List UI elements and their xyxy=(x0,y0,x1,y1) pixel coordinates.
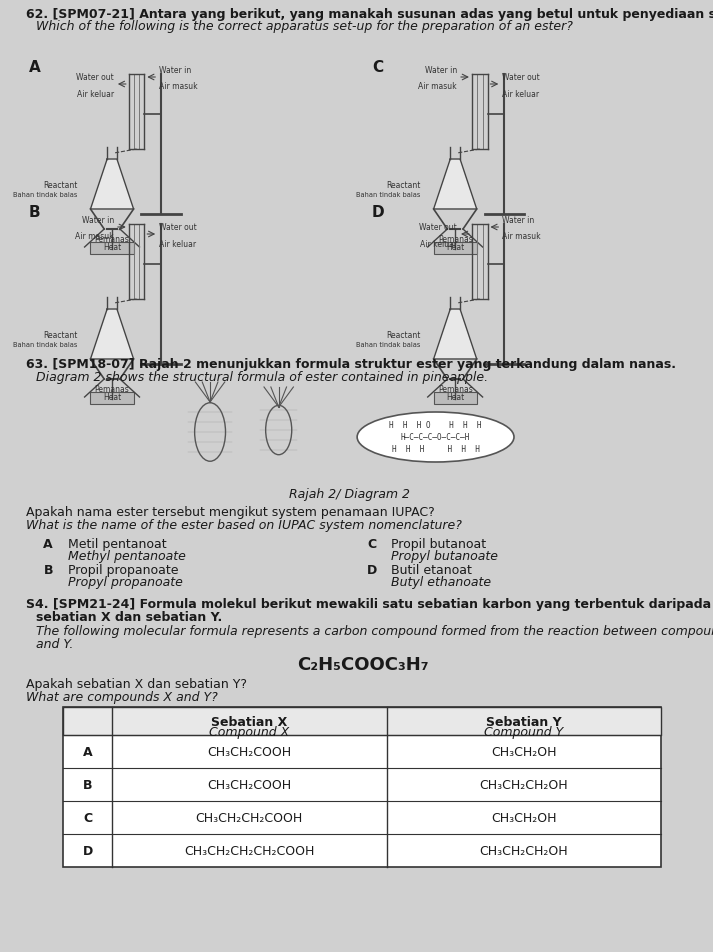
Bar xyxy=(63,707,661,735)
Text: Rajah 2/ Diagram 2: Rajah 2/ Diagram 2 xyxy=(289,487,409,501)
FancyBboxPatch shape xyxy=(63,707,661,867)
Text: Air masuk: Air masuk xyxy=(502,231,541,241)
Text: Propyl propanoate: Propyl propanoate xyxy=(68,575,183,588)
Text: Air masuk: Air masuk xyxy=(76,231,114,241)
Text: Compound Y: Compound Y xyxy=(484,725,563,738)
Text: Water out: Water out xyxy=(76,73,114,82)
Text: H  H  H O    H  H  H: H H H O H H H xyxy=(389,421,482,430)
Text: Water in: Water in xyxy=(82,216,114,225)
Text: Sebatian X: Sebatian X xyxy=(211,715,287,728)
Text: C: C xyxy=(83,811,92,824)
Text: Heat: Heat xyxy=(103,244,121,252)
Polygon shape xyxy=(91,160,133,209)
Text: Propil butanoat: Propil butanoat xyxy=(391,538,486,550)
Text: Diagram 2 shows the structural formula of ester contained in pineapple.: Diagram 2 shows the structural formula o… xyxy=(36,370,488,384)
Text: Reactant: Reactant xyxy=(386,330,421,339)
FancyBboxPatch shape xyxy=(434,243,477,255)
Text: What is the name of the ester based on IUPAC system nomenclature?: What is the name of the ester based on I… xyxy=(26,519,461,531)
Text: B: B xyxy=(83,778,92,791)
Text: Air keluar: Air keluar xyxy=(502,89,539,99)
Text: S4. [SPM21-24] Formula molekul berikut mewakili satu sebatian karbon yang terben: S4. [SPM21-24] Formula molekul berikut m… xyxy=(26,597,713,610)
Text: What are compounds X and Y?: What are compounds X and Y? xyxy=(26,690,217,704)
Text: Air keluar: Air keluar xyxy=(159,240,196,248)
Polygon shape xyxy=(434,309,477,360)
Text: D: D xyxy=(83,844,93,857)
Text: Heat: Heat xyxy=(446,244,464,252)
Text: B: B xyxy=(43,564,53,576)
FancyBboxPatch shape xyxy=(434,392,477,405)
Text: The following molecular formula represents a carbon compound formed from the rea: The following molecular formula represen… xyxy=(36,625,713,637)
Text: Air keluar: Air keluar xyxy=(77,89,114,99)
Text: D: D xyxy=(372,205,384,220)
Text: A: A xyxy=(43,538,53,550)
Text: A: A xyxy=(83,745,93,758)
Text: Pemanas: Pemanas xyxy=(438,235,473,245)
Text: sebatian X dan sebatian Y.: sebatian X dan sebatian Y. xyxy=(36,610,222,624)
Text: Sebatian Y: Sebatian Y xyxy=(486,715,562,728)
Text: Pemanas: Pemanas xyxy=(438,386,473,394)
Text: Bahan tindak balas: Bahan tindak balas xyxy=(356,342,421,347)
Text: Water in: Water in xyxy=(502,216,535,225)
Text: CH₃CH₂OH: CH₃CH₂OH xyxy=(491,745,557,758)
Text: CH₃CH₂COOH: CH₃CH₂COOH xyxy=(207,778,292,791)
Text: Water in: Water in xyxy=(425,66,457,75)
Text: Propyl butanoate: Propyl butanoate xyxy=(391,549,498,563)
Text: Water out: Water out xyxy=(502,73,540,82)
Text: Which of the following is the correct apparatus set-up for the preparation of an: Which of the following is the correct ap… xyxy=(36,20,573,33)
Text: Reactant: Reactant xyxy=(43,330,78,339)
Text: CH₃CH₂OH: CH₃CH₂OH xyxy=(491,811,557,824)
Text: CH₃CH₂COOH: CH₃CH₂COOH xyxy=(207,745,292,758)
Text: Bahan tindak balas: Bahan tindak balas xyxy=(14,191,78,198)
Text: H─C─C─C─O─C─C─H: H─C─C─C─O─C─C─H xyxy=(401,433,471,442)
Text: Water in: Water in xyxy=(159,66,191,75)
Text: CH₃CH₂CH₂COOH: CH₃CH₂CH₂COOH xyxy=(195,811,303,824)
Text: Methyl pentanoate: Methyl pentanoate xyxy=(68,549,186,563)
Text: Reactant: Reactant xyxy=(386,180,421,189)
Text: Air keluar: Air keluar xyxy=(420,240,457,248)
Text: Propil propanoate: Propil propanoate xyxy=(68,564,178,576)
Text: Butil etanoat: Butil etanoat xyxy=(391,564,472,576)
Text: Water out: Water out xyxy=(159,223,197,231)
Text: Pemanas: Pemanas xyxy=(95,235,130,245)
Text: Air masuk: Air masuk xyxy=(159,82,198,90)
Text: CH₃CH₂CH₂OH: CH₃CH₂CH₂OH xyxy=(479,778,568,791)
Polygon shape xyxy=(91,309,133,360)
Text: Bahan tindak balas: Bahan tindak balas xyxy=(356,191,421,198)
FancyBboxPatch shape xyxy=(91,243,133,255)
Text: Bahan tindak balas: Bahan tindak balas xyxy=(14,342,78,347)
FancyBboxPatch shape xyxy=(91,392,133,405)
Text: Apakah sebatian X dan sebatian Y?: Apakah sebatian X dan sebatian Y? xyxy=(26,677,247,690)
Text: CH₃CH₂CH₂OH: CH₃CH₂CH₂OH xyxy=(479,844,568,857)
Text: Apakah nama ester tersebut mengikut system penamaan IUPAC?: Apakah nama ester tersebut mengikut syst… xyxy=(26,506,434,519)
Text: C: C xyxy=(367,538,376,550)
Text: A: A xyxy=(29,60,41,75)
Text: D: D xyxy=(367,564,377,576)
Text: CH₃CH₂CH₂CH₂COOH: CH₃CH₂CH₂CH₂COOH xyxy=(184,844,314,857)
Text: 62. [SPM07-21] Antara yang berikut, yang manakah susunan adas yang betul untuk p: 62. [SPM07-21] Antara yang berikut, yang… xyxy=(26,8,713,21)
Text: H  H  H     H  H  H: H H H H H H xyxy=(391,445,480,454)
Text: Pemanas: Pemanas xyxy=(95,386,130,394)
Text: B: B xyxy=(29,205,41,220)
Text: 63. [SPM18-07] Rajah 2 menunjukkan formula struktur ester yang terkandung dalam : 63. [SPM18-07] Rajah 2 menunjukkan formu… xyxy=(26,358,676,370)
Text: Metil pentanoat: Metil pentanoat xyxy=(68,538,167,550)
Polygon shape xyxy=(434,160,477,209)
Text: C: C xyxy=(372,60,383,75)
Text: C₂H₅COOC₃H₇: C₂H₅COOC₃H₇ xyxy=(297,655,429,673)
Text: Heat: Heat xyxy=(446,393,464,402)
Text: Water out: Water out xyxy=(419,223,457,231)
Text: Air masuk: Air masuk xyxy=(419,82,457,90)
Text: Compound X: Compound X xyxy=(209,725,289,738)
Text: Reactant: Reactant xyxy=(43,180,78,189)
Ellipse shape xyxy=(357,412,514,463)
Text: and Y.: and Y. xyxy=(36,637,73,650)
Text: Heat: Heat xyxy=(103,393,121,402)
Text: Butyl ethanoate: Butyl ethanoate xyxy=(391,575,491,588)
